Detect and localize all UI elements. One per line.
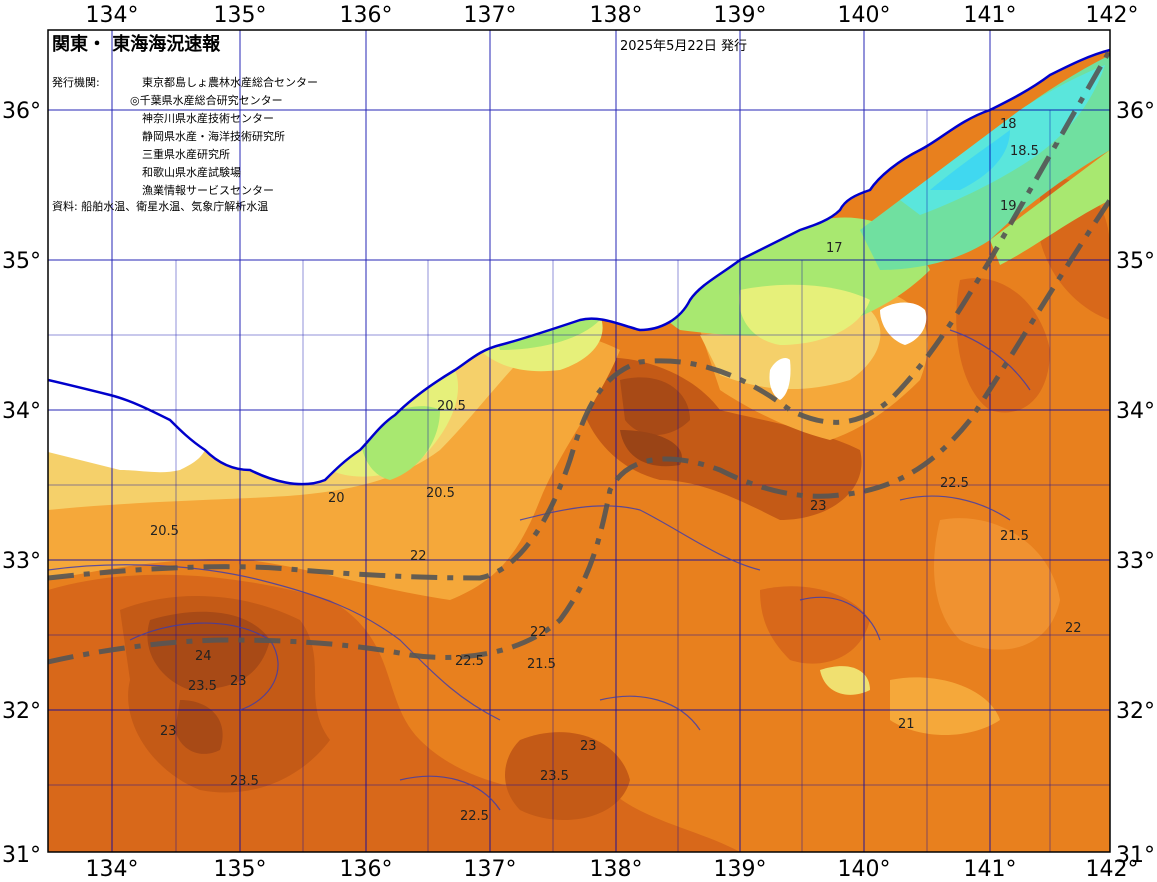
lat-label: 32° [1116, 699, 1155, 724]
latitude-labels-right: 36° 35° 34° 33° 32° 31° [1116, 99, 1155, 868]
map-frame [47, 29, 1111, 853]
kuroshio-main-axis [48, 48, 1110, 581]
lon-label: 137° [464, 857, 517, 882]
lon-label: 142° [1086, 3, 1139, 28]
isotherm-label: 21 [898, 717, 915, 732]
issuer-item: 三重県水産研究所 [142, 147, 230, 161]
sst-zone-20 [820, 666, 870, 695]
lat-label: 36° [2, 99, 41, 124]
longitude-labels-bottom: 134° 135° 136° 137° 138° 139° 140° 141° … [86, 857, 1139, 882]
isotherm-contours [48, 329, 1031, 811]
lat-label: 36° [1116, 99, 1155, 124]
sst-zone-23 [760, 586, 870, 664]
lat-label: 33° [2, 549, 41, 574]
isotherm-label: 20.5 [426, 486, 455, 501]
isotherm-label: 20.5 [437, 399, 466, 414]
shikoku-land [48, 380, 205, 473]
lon-label: 135° [214, 857, 267, 882]
lon-label: 136° [340, 3, 393, 28]
isotherm-label: 19 [1000, 199, 1017, 214]
issuer-item: 静岡県水産・海洋技術研究所 [142, 129, 285, 143]
land-areas [48, 30, 1110, 485]
izu-peninsula [769, 358, 791, 400]
isotherm-label: 22.5 [455, 654, 484, 669]
isotherm-label: 23.5 [230, 774, 259, 789]
lat-label: 33° [1116, 549, 1155, 574]
honshu-land [48, 30, 1110, 485]
lat-label: 34° [1116, 399, 1155, 424]
boso-peninsula [880, 302, 927, 345]
lon-label: 141° [964, 3, 1017, 28]
isotherm-label: 24 [195, 649, 212, 664]
lat-label: 34° [2, 399, 41, 424]
lon-label: 134° [86, 857, 139, 882]
isotherm-labels: 23.5 24 23 22.5 22 21.5 21 20.5 20 19 18… [150, 117, 1082, 824]
coastline [48, 48, 1110, 486]
isotherm-label: 18.5 [1010, 144, 1039, 159]
lat-label: 35° [1116, 249, 1155, 274]
lon-label: 136° [340, 857, 393, 882]
isotherm-label: 22 [1065, 621, 1082, 636]
isotherm-label: 20.5 [150, 524, 179, 539]
isotherm-label: 20 [328, 491, 345, 506]
lon-label: 140° [838, 3, 891, 28]
sst-zone-24 [620, 377, 690, 435]
sst-zone-19 [739, 284, 870, 345]
isotherm-label: 22 [530, 625, 547, 640]
issuer-item: 神奈川県水産技術センター [142, 111, 274, 125]
sst-zone-23 [956, 278, 1050, 413]
issuer-item: 和歌山県水産試験場 [142, 165, 241, 179]
awaji-island [209, 329, 240, 372]
lat-label: 31° [1116, 843, 1155, 868]
isotherm-label: 17 [826, 241, 843, 256]
lon-label: 138° [590, 857, 643, 882]
lon-label: 140° [838, 857, 891, 882]
sst-zone-24 [147, 611, 270, 690]
sst-zone-21 [890, 677, 1000, 735]
lon-label: 138° [590, 3, 643, 28]
map-title: 関東・ 東海海況速報 [52, 33, 221, 55]
kuroshio-southern-branch [48, 198, 1110, 665]
isotherm-label: 18 [1000, 117, 1017, 132]
lon-label: 139° [714, 857, 767, 882]
sst-zone-22 [934, 518, 1060, 650]
northern-cold-regions [860, 55, 1110, 270]
lon-label: 135° [214, 3, 267, 28]
isotherm-label: 22.5 [940, 476, 969, 491]
isotherm-label: 23 [230, 674, 247, 689]
lat-label: 31° [2, 843, 41, 868]
sst-zone-23-5 [505, 732, 630, 820]
isotherm-label: 23 [810, 499, 827, 514]
isotherm-label: 21.5 [1000, 529, 1029, 544]
isotherm-label: 23.5 [540, 769, 569, 784]
isotherm-label: 23 [580, 739, 597, 754]
isotherm-label: 23 [160, 724, 177, 739]
issuer-item: ◎千葉県水産総合研究センター [130, 93, 283, 107]
isotherm-label: 23.5 [188, 679, 217, 694]
sst-zone-24 [175, 700, 223, 754]
isotherm-label: 22.5 [460, 809, 489, 824]
sst-zone-18 [990, 150, 1110, 265]
isotherm-label: 21.5 [527, 657, 556, 672]
lon-label: 141° [964, 857, 1017, 882]
lat-lon-grid [48, 30, 1110, 852]
latitude-labels-left: 36° 35° 34° 33° 32° 31° [2, 99, 41, 868]
lon-label: 139° [714, 3, 767, 28]
kuroshio-axis [48, 48, 1110, 665]
issuer-label: 発行機関: [52, 75, 100, 89]
lon-label: 137° [464, 3, 517, 28]
longitude-labels-top: 134° 135° 136° 137° 138° 139° 140° 141° … [86, 3, 1139, 28]
data-sources: 資料: 船舶水温、衛星水温、気象庁解析水温 [52, 199, 268, 213]
issuer-item: 漁業情報サービスセンター [142, 183, 274, 197]
lat-label: 35° [2, 249, 41, 274]
issuer-item: 東京都島しょ農林水産総合センター [142, 75, 318, 89]
isotherm-label: 22 [410, 549, 427, 564]
lon-label: 134° [86, 3, 139, 28]
lat-label: 32° [2, 699, 41, 724]
issue-date: 2025年5月22日 発行 [620, 39, 747, 54]
lon-label: 142° [1086, 857, 1139, 882]
